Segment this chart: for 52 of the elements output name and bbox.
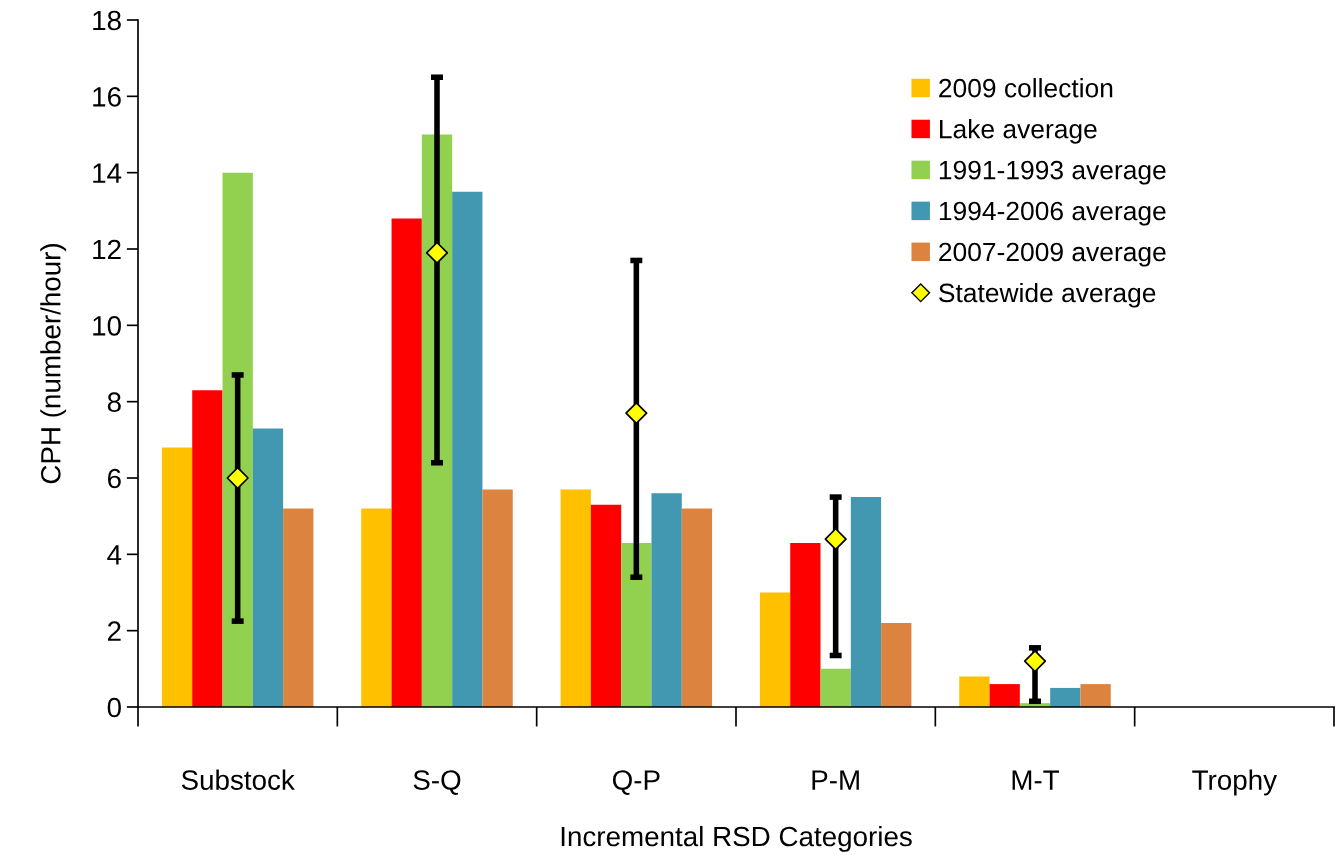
- bar: [651, 493, 682, 707]
- bar: [252, 428, 284, 707]
- bar: [681, 508, 713, 707]
- x-tick-label: S-Q: [413, 770, 461, 795]
- y-tick-label: 12: [93, 239, 121, 260]
- point: [625, 401, 648, 425]
- bar: [759, 592, 791, 707]
- x-tick-label: M-T: [1012, 770, 1060, 790]
- y-tick-label: 2: [107, 621, 121, 641]
- y-tick-label: 16: [93, 87, 121, 107]
- bar: [989, 684, 1020, 707]
- bar: [881, 623, 912, 707]
- legend-label: Lake average: [940, 119, 1097, 144]
- point: [226, 466, 249, 490]
- x-axis-title: Incremental RSD Categories: [561, 825, 912, 852]
- bar: [590, 504, 622, 707]
- bar: [820, 668, 851, 707]
- bar: [850, 497, 882, 707]
- x-tick-label: Trophy: [1192, 769, 1277, 796]
- y-tick-label: 4: [107, 545, 122, 565]
- bar: [452, 191, 483, 707]
- x-tick-label: Substock: [181, 769, 295, 790]
- y-tick-label: 0: [107, 697, 121, 718]
- x-tick-label: P-M: [812, 770, 859, 790]
- y-axis-title: CPH (number/hour): [40, 244, 67, 484]
- point: [824, 527, 847, 551]
- legend-label: 2009 collection: [939, 78, 1113, 98]
- point: [1023, 650, 1047, 673]
- y-tick-label: 6: [107, 468, 121, 489]
- legend-label: Statewide average: [939, 282, 1156, 308]
- bar: [1050, 687, 1081, 707]
- x-tick-label: Q-P: [612, 770, 660, 795]
- bar: [482, 489, 513, 707]
- bar: [1080, 684, 1111, 707]
- point: [425, 241, 449, 264]
- bar: [560, 489, 591, 707]
- bar: [161, 447, 193, 707]
- legend-label: 2007-2009 average: [939, 242, 1166, 267]
- y-tick-label: 14: [93, 163, 122, 183]
- bar: [391, 218, 422, 707]
- bar: [192, 390, 223, 707]
- bar: [621, 542, 652, 707]
- bar: [283, 508, 314, 707]
- bar: [959, 676, 990, 707]
- y-tick-label: 8: [107, 392, 121, 413]
- bar: [361, 508, 392, 707]
- y-tick-label: 10: [93, 316, 121, 336]
- bar: [222, 172, 253, 707]
- y-tick-label: 18: [93, 10, 121, 31]
- bar: [790, 542, 821, 707]
- legend-label: 1991-1993 average: [939, 160, 1166, 185]
- legend-label: 1994-2006 average: [939, 201, 1166, 226]
